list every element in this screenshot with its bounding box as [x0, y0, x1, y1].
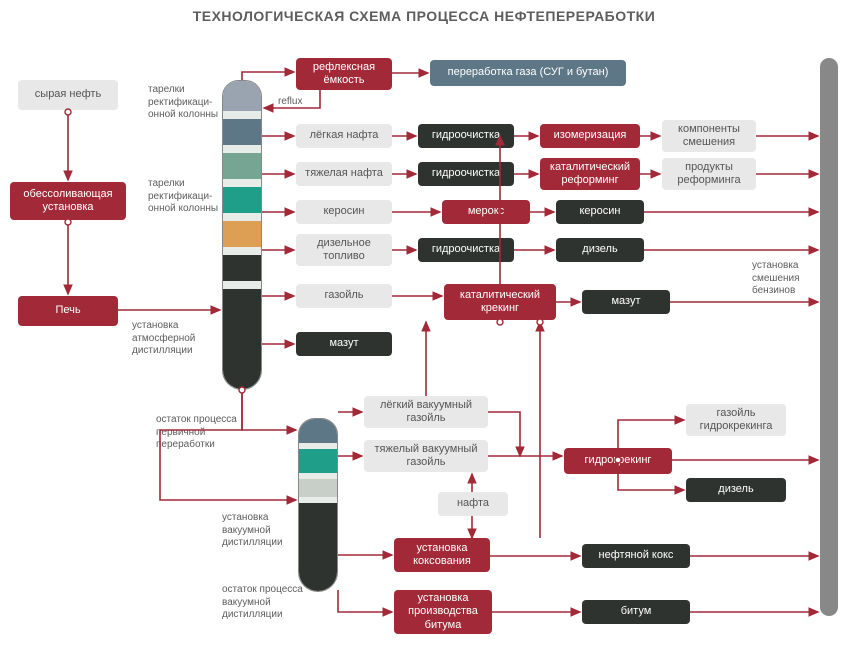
isomerization: изомеризация	[540, 124, 640, 148]
crude-oil: сырая нефть	[18, 80, 118, 110]
blend-components: компоненты смешения	[662, 120, 756, 152]
light-naphtha: лёгкая нафта	[296, 124, 392, 148]
gas-processing: переработка газа (СУГ и бутан)	[430, 60, 626, 86]
hydrocracking: гидрокрекинг	[564, 448, 672, 474]
diesel-out-2: дизель	[686, 478, 786, 502]
label-vac-dist: установка вакуумной дистилляции	[222, 512, 283, 550]
vacuum-column	[298, 418, 338, 592]
hydrotreater-2: гидроочистка	[418, 162, 514, 186]
product-bar	[820, 58, 838, 616]
label-trays2: тарелки ректификаци- онной колонны	[148, 178, 218, 216]
merox: мерокс	[442, 200, 530, 224]
hydrotreater-1: гидроочистка	[418, 124, 514, 148]
bitumen-unit: установка производства битума	[394, 590, 492, 634]
heavy-naphtha: тяжелая нафта	[296, 162, 392, 186]
coker: установка коксования	[394, 538, 490, 572]
lvgo: лёгкий вакуумный газойль	[364, 396, 488, 428]
hc-gasoil: газойль гидрокрекинга	[686, 404, 786, 436]
page-title: ТЕХНОЛОГИЧЕСКАЯ СХЕМА ПРОЦЕССА НЕФТЕПЕРЕ…	[0, 8, 848, 24]
label-prim-resid: остаток процесса первичной переработки	[156, 414, 237, 452]
atmospheric-column	[222, 80, 262, 390]
diesel-fuel: дизельное топливо	[296, 234, 392, 266]
diesel-out: дизель	[556, 238, 644, 262]
reforming-products: продукты реформинга	[662, 158, 756, 190]
label-gasoline-blend: установка смешения бензинов	[752, 260, 800, 298]
mazut-2: мазут	[582, 290, 670, 314]
desalter: обессоливающая установка	[10, 182, 126, 220]
reflux-tank: рефлексная ёмкость	[296, 58, 392, 90]
pet-coke: нефтяной кокс	[582, 544, 690, 568]
kerosene-in: керосин	[296, 200, 392, 224]
cat-cracking: каталитический крекинг	[444, 284, 556, 320]
cat-reforming: каталитический реформинг	[540, 158, 640, 190]
label-reflux: reflux	[278, 96, 302, 109]
label-atm-dist: установка атмосферной дистилляции	[132, 320, 195, 358]
hydrotreater-3: гидроочистка	[418, 238, 514, 262]
label-trays1: тарелки ректификаци- онной колонны	[148, 84, 218, 122]
hvgo: тяжелый вакуумный газойль	[364, 440, 488, 472]
bitumen: битум	[582, 600, 690, 624]
naphtha-2: нафта	[438, 492, 508, 516]
mazut-out: мазут	[296, 332, 392, 356]
kerosene-out: керосин	[556, 200, 644, 224]
label-vac-resid: остаток процесса вакуумной дистилляции	[222, 584, 303, 622]
gasoil: газойль	[296, 284, 392, 308]
furnace: Печь	[18, 296, 118, 326]
